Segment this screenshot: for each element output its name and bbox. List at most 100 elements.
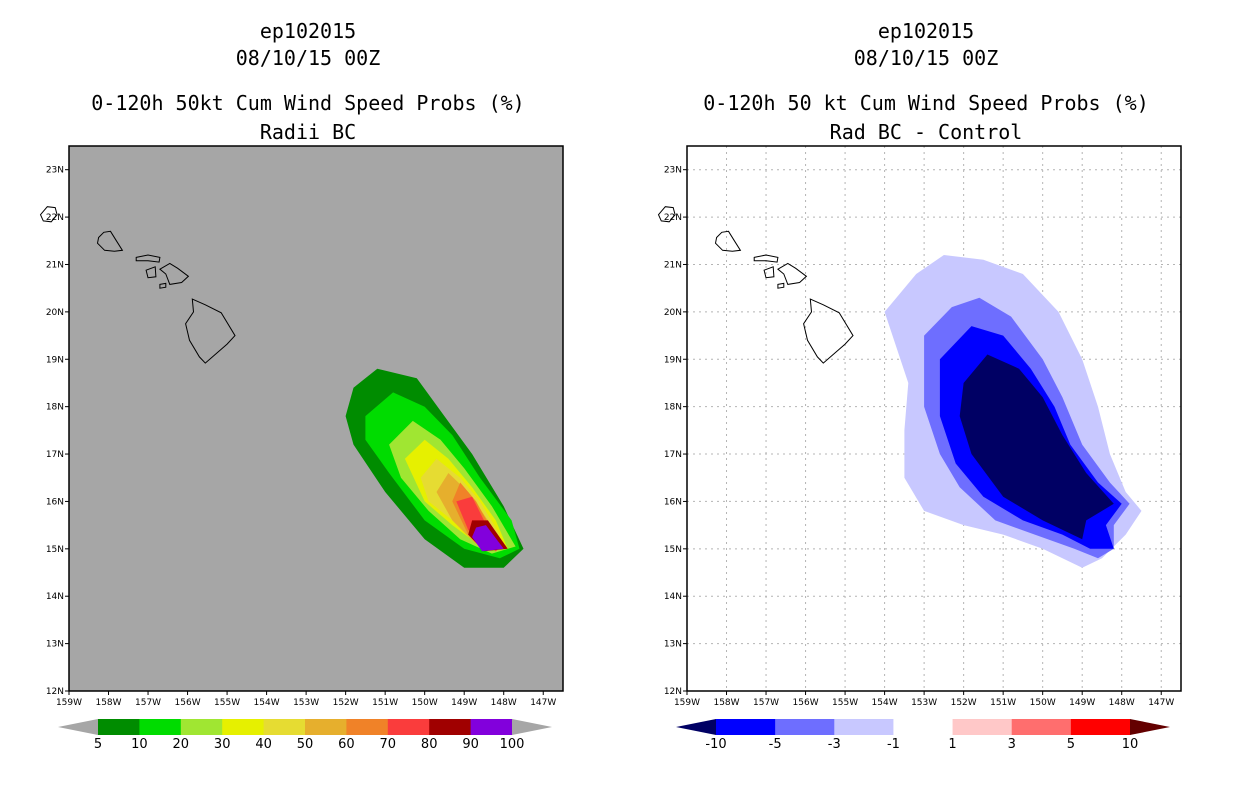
left-map-panel: 159W 158W 157W 156W 155W 154W 153W 152W 151W 150W… [39,145,564,708]
x-tick-label: 149W [1069,698,1095,708]
colorbar-swatch [893,719,954,735]
y-tick-label: 17N [46,450,64,460]
right-title-line4: Rad BC - Control [829,120,1023,144]
colorbar-label: 5 [1067,737,1075,752]
right-title-line2: 08/10/15 00Z [853,46,999,70]
x-tick-label: 150W [412,698,438,708]
x-tick-label: 149W [451,698,477,708]
island-outline [185,298,236,364]
left-colorbar: 5 10 20 30 40 50 60 70 80 90 100 [58,719,552,752]
colorbar-over-arrow [512,719,552,735]
colorbar-swatch [98,719,140,735]
colorbar-label: 5 [94,737,102,752]
map-frame [686,145,1182,692]
colorbar-swatch [346,719,389,735]
x-tick-label: 153W [293,698,319,708]
island-outline [159,262,190,285]
colorbar-label: 30 [214,737,231,752]
y-tick-label: 21N [664,260,682,270]
y-tick-label: 14N [46,592,64,602]
left-title-line4: Radii BC [259,120,357,144]
island-outline [39,206,58,223]
island-outline [96,230,124,252]
colorbar-label: 70 [380,737,397,752]
colorbar-swatch [834,719,894,735]
island-outline [777,262,808,285]
x-tick-label: 157W [753,698,779,708]
colorbar-swatch [180,719,223,735]
x-tick-label: 156W [175,698,201,708]
x-tick-label: 151W [990,698,1016,708]
x-tick-label: 153W [911,698,937,708]
colorbar-swatch [775,719,835,735]
y-tick-label: 20N [664,308,682,318]
island-outline [763,266,775,279]
y-tick-label: 20N [46,308,64,318]
island-outline [657,206,676,223]
x-tick-label: 159W [674,698,700,708]
x-tick-label: 147W [1148,698,1174,708]
colorbar-label: 80 [421,737,438,752]
colorbar-under-arrow [58,719,98,735]
island-outline [803,298,854,364]
colorbar-label: -1 [887,737,900,752]
map-background [69,146,563,691]
colorbar-label: -5 [769,737,782,752]
contour-level-neg10 [959,354,1114,540]
colorbar-swatch [263,719,306,735]
x-tick-label: 150W [1030,698,1056,708]
right-title-line1: ep102015 [877,19,975,43]
x-tick-label: 155W [214,698,240,708]
colorbar-swatch [1070,719,1131,735]
left-title-line3: 0-120h 50kt Cum Wind Speed Probs (%) [91,91,525,115]
colorbar-label: 10 [131,737,148,752]
colorbar-swatch [222,719,265,735]
colorbar-label: -3 [828,737,841,752]
x-tick-label: 158W [713,698,739,708]
contour-level-90 [472,525,504,552]
y-tick-label: 19N [46,355,64,365]
map-frame [68,145,564,692]
island-outline [145,266,157,279]
y-tick-label: 22N [46,213,64,223]
y-tick-label: 18N [664,403,682,413]
colorbar-label: -10 [705,737,726,752]
island-outline [135,254,161,263]
colorbar-swatch [1011,719,1072,735]
colorbar-label: 20 [173,737,190,752]
x-tick-label: 156W [793,698,819,708]
y-tick-label: 16N [664,497,682,507]
right-colorbar: -10 -5 -3 -1 1 3 5 10 [676,719,1170,752]
colorbar-label: 1 [948,737,956,752]
island-outline [714,230,742,252]
x-tick-label: 157W [135,698,161,708]
colorbar-swatch [716,719,776,735]
x-tick-label: 151W [372,698,398,708]
colorbar-swatch [470,719,513,735]
y-tick-label: 13N [46,640,64,650]
y-tick-label: 22N [664,213,682,223]
right-title-line3: 0-120h 50 kt Cum Wind Speed Probs (%) [703,91,1149,115]
y-tick-label: 17N [664,450,682,460]
x-tick-label: 159W [56,698,82,708]
x-tick-label: 152W [333,698,359,708]
left-title-line2: 08/10/15 00Z [235,46,381,70]
island-outline [753,254,779,263]
x-tick-label: 154W [872,698,898,708]
x-tick-label: 155W [832,698,858,708]
y-tick-label: 12N [46,687,64,697]
colorbar-swatch [139,719,182,735]
x-tick-label: 147W [530,698,556,708]
y-tick-label: 19N [664,355,682,365]
y-tick-label: 13N [664,640,682,650]
colorbar-under-arrow [676,719,716,735]
colorbar-label: 90 [462,737,479,752]
x-tick-label: 152W [951,698,977,708]
colorbar-swatch [305,719,347,735]
colorbar-label: 100 [500,737,525,752]
y-tick-label: 23N [46,166,64,176]
y-tick-label: 18N [46,403,64,413]
y-tick-label: 12N [664,687,682,697]
x-tick-label: 148W [1109,698,1135,708]
